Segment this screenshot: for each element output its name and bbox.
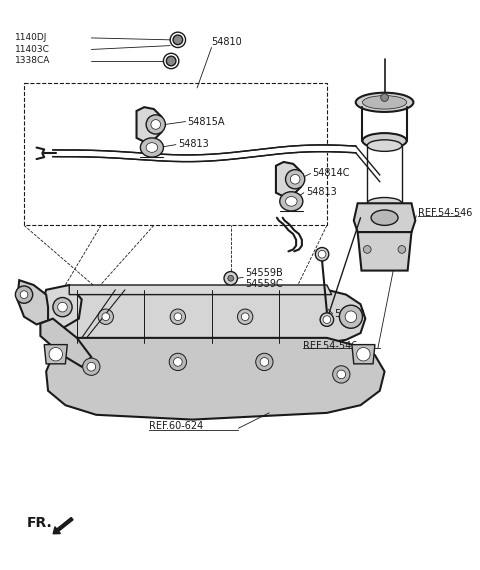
Ellipse shape xyxy=(151,120,160,129)
Ellipse shape xyxy=(290,174,300,184)
Ellipse shape xyxy=(280,192,303,211)
Text: 1338CA: 1338CA xyxy=(15,56,51,66)
Circle shape xyxy=(256,353,273,370)
Polygon shape xyxy=(69,285,332,295)
Polygon shape xyxy=(354,203,415,232)
Polygon shape xyxy=(40,285,82,328)
Polygon shape xyxy=(46,290,365,343)
Ellipse shape xyxy=(140,138,163,157)
Circle shape xyxy=(363,246,371,253)
Circle shape xyxy=(167,56,176,66)
Ellipse shape xyxy=(286,170,305,189)
Polygon shape xyxy=(40,319,91,367)
Circle shape xyxy=(323,316,331,323)
Circle shape xyxy=(58,302,67,312)
Text: REF.54-546: REF.54-546 xyxy=(418,208,473,218)
Text: 54559B: 54559B xyxy=(245,268,283,279)
Polygon shape xyxy=(276,162,301,197)
Ellipse shape xyxy=(286,197,297,206)
Circle shape xyxy=(320,313,334,327)
Ellipse shape xyxy=(371,210,398,225)
Circle shape xyxy=(315,247,329,261)
Ellipse shape xyxy=(362,96,407,109)
Text: REF.54-546: REF.54-546 xyxy=(303,340,357,351)
FancyArrow shape xyxy=(53,518,73,534)
Ellipse shape xyxy=(146,115,166,134)
Text: 54559C: 54559C xyxy=(245,279,283,289)
Circle shape xyxy=(169,353,187,370)
Polygon shape xyxy=(352,345,375,364)
Circle shape xyxy=(337,370,346,378)
Circle shape xyxy=(87,363,96,371)
Bar xyxy=(24,83,327,225)
Circle shape xyxy=(170,309,186,324)
Text: 54814C: 54814C xyxy=(312,168,350,177)
Circle shape xyxy=(173,35,183,44)
Circle shape xyxy=(224,271,238,285)
Circle shape xyxy=(174,313,182,320)
Circle shape xyxy=(398,246,406,253)
Polygon shape xyxy=(44,345,67,364)
Text: 11403C: 11403C xyxy=(15,45,50,54)
Circle shape xyxy=(98,309,113,324)
Circle shape xyxy=(333,366,350,383)
Text: REF.60-624: REF.60-624 xyxy=(149,421,203,431)
Circle shape xyxy=(357,348,370,361)
Circle shape xyxy=(345,311,357,323)
Circle shape xyxy=(318,250,326,258)
Ellipse shape xyxy=(367,140,402,152)
Polygon shape xyxy=(358,232,411,271)
Text: 54813: 54813 xyxy=(306,187,336,197)
Ellipse shape xyxy=(362,133,407,148)
Circle shape xyxy=(174,357,182,367)
Text: 54830: 54830 xyxy=(335,309,365,319)
Polygon shape xyxy=(46,338,384,420)
Circle shape xyxy=(260,357,269,367)
Ellipse shape xyxy=(381,93,388,101)
Text: 54813: 54813 xyxy=(178,139,209,149)
Ellipse shape xyxy=(356,93,413,112)
Circle shape xyxy=(241,313,249,320)
Circle shape xyxy=(49,348,62,361)
Polygon shape xyxy=(136,107,161,142)
Polygon shape xyxy=(17,280,48,324)
Text: 1140DJ: 1140DJ xyxy=(15,34,48,42)
Circle shape xyxy=(339,305,362,328)
Circle shape xyxy=(53,298,72,317)
Text: FR.: FR. xyxy=(27,516,53,531)
Circle shape xyxy=(238,309,253,324)
Circle shape xyxy=(102,313,109,320)
Circle shape xyxy=(228,275,234,281)
Circle shape xyxy=(83,358,100,376)
Circle shape xyxy=(15,286,33,303)
Circle shape xyxy=(20,291,28,299)
Ellipse shape xyxy=(146,142,157,152)
Text: 54815A: 54815A xyxy=(188,116,225,127)
Text: 54810: 54810 xyxy=(212,36,242,47)
Ellipse shape xyxy=(367,198,402,209)
